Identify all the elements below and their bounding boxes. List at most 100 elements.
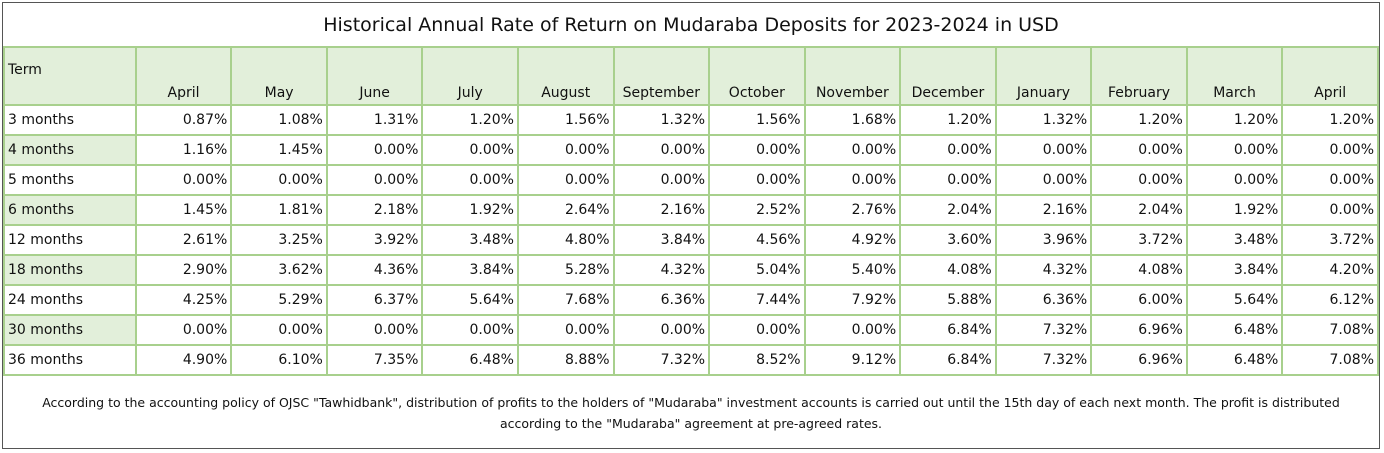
rate-cell: 1.08% <box>230 104 328 136</box>
table-row: 3 months 0.87% 1.08% 1.31% 1.20% 1.56% 1.32% 1.… <box>3 104 1379 136</box>
rate-cell: 0.00% <box>899 134 997 166</box>
rate-cell: 6.96% <box>1090 314 1188 346</box>
rate-cell: 0.00% <box>516 164 615 196</box>
rate-cell: 3.72% <box>1090 224 1188 256</box>
term-cell: 24 months <box>3 284 137 316</box>
rate-cell: 2.16% <box>612 194 711 226</box>
term-header: Term <box>3 46 137 106</box>
rate-cell: 4.56% <box>708 224 806 256</box>
rate-cell: 6.36% <box>612 284 711 316</box>
rate-cell: 1.32% <box>994 104 1093 136</box>
rate-cell: 2.61% <box>134 224 233 256</box>
rates-table: Term April May June July August Septembe… <box>3 46 1379 376</box>
rate-cell: 4.08% <box>899 254 997 286</box>
rate-cell: 0.00% <box>421 314 519 346</box>
rate-cell: 0.00% <box>1185 164 1284 196</box>
rate-cell: 0.00% <box>516 314 615 346</box>
rate-cell: 0.00% <box>325 164 424 196</box>
rate-cell: 2.52% <box>708 194 806 226</box>
rate-cell: 3.92% <box>325 224 424 256</box>
rate-cell: 0.00% <box>1090 134 1188 166</box>
rate-cell: 5.64% <box>421 284 519 316</box>
rate-cell: 0.00% <box>421 134 519 166</box>
rate-cell: 4.25% <box>134 284 233 316</box>
rate-cell: 7.44% <box>708 284 806 316</box>
rate-cell: 0.00% <box>325 134 424 166</box>
term-cell: 5 months <box>3 164 137 196</box>
page-title: Historical Annual Rate of Return on Muda… <box>3 3 1379 47</box>
rate-cell: 9.12% <box>803 344 902 376</box>
rate-cell: 6.84% <box>899 314 997 346</box>
rate-cell: 0.00% <box>230 314 328 346</box>
month-header: April <box>134 46 233 106</box>
rate-cell: 3.25% <box>230 224 328 256</box>
rate-cell: 0.00% <box>1090 164 1188 196</box>
rate-cell: 1.20% <box>899 104 997 136</box>
rate-cell: 2.76% <box>803 194 902 226</box>
term-cell: 4 months <box>3 134 137 166</box>
rate-cell: 0.00% <box>803 134 902 166</box>
rate-cell: 1.32% <box>612 104 711 136</box>
rate-cell: 7.08% <box>1281 314 1379 346</box>
rate-cell: 2.16% <box>994 194 1093 226</box>
rate-cell: 2.04% <box>1090 194 1188 226</box>
rate-cell: 4.92% <box>803 224 902 256</box>
rate-cell: 2.18% <box>325 194 424 226</box>
rate-cell: 4.36% <box>325 254 424 286</box>
table-row: 30 months 0.00% 0.00% 0.00% 0.00% 0.00% 0.00% 0… <box>3 314 1379 346</box>
rate-cell: 7.32% <box>612 344 711 376</box>
rate-cell: 5.40% <box>803 254 902 286</box>
rate-cell: 3.84% <box>612 224 711 256</box>
rate-cell: 0.00% <box>134 164 233 196</box>
rate-cell: 7.35% <box>325 344 424 376</box>
rate-cell: 5.29% <box>230 284 328 316</box>
month-header: June <box>325 46 424 106</box>
rate-cell: 0.00% <box>708 164 806 196</box>
rate-cell: 8.88% <box>516 344 615 376</box>
rate-cell: 3.96% <box>994 224 1093 256</box>
rate-cell: 5.28% <box>516 254 615 286</box>
rate-cell: 0.00% <box>612 134 711 166</box>
term-cell: 3 months <box>3 104 137 136</box>
month-header: August <box>516 46 615 106</box>
month-header: April <box>1281 46 1379 106</box>
rate-cell: 8.52% <box>708 344 806 376</box>
profit-distribution-note: According to the accounting policy of OJ… <box>42 395 1340 431</box>
month-header: February <box>1090 46 1188 106</box>
table-row: 36 months 4.90% 6.10% 7.35% 6.48% 8.88% 7.32% 8… <box>3 344 1379 376</box>
rate-cell: 3.72% <box>1281 224 1379 256</box>
month-header: May <box>230 46 328 106</box>
rate-cell: 0.00% <box>325 314 424 346</box>
rate-cell: 0.00% <box>1281 194 1379 226</box>
month-header: March <box>1185 46 1284 106</box>
table-row: 6 months 1.45% 1.81% 2.18% 1.92% 2.64% 2.16% 2.… <box>3 194 1379 226</box>
rate-cell: 0.00% <box>803 164 902 196</box>
rate-cell: 6.12% <box>1281 284 1379 316</box>
rate-cell: 3.62% <box>230 254 328 286</box>
rate-cell: 1.56% <box>516 104 615 136</box>
rate-cell: 6.48% <box>1185 314 1284 346</box>
rate-cell: 2.04% <box>899 194 997 226</box>
term-cell: 6 months <box>3 194 137 226</box>
rate-cell: 4.90% <box>134 344 233 376</box>
rate-cell: 1.20% <box>421 104 519 136</box>
header-row: Term April May June July August Septembe… <box>3 46 1379 106</box>
rate-cell: 1.92% <box>421 194 519 226</box>
rate-cell: 6.48% <box>1185 344 1284 376</box>
rate-cell: 1.45% <box>230 134 328 166</box>
month-header: October <box>708 46 806 106</box>
rate-cell: 1.31% <box>325 104 424 136</box>
rate-cell: 7.32% <box>994 344 1093 376</box>
rate-cell: 4.08% <box>1090 254 1188 286</box>
rate-cell: 1.20% <box>1281 104 1379 136</box>
rate-cell: 1.20% <box>1185 104 1284 136</box>
rate-cell: 3.84% <box>421 254 519 286</box>
rate-cell: 3.60% <box>899 224 997 256</box>
term-cell: 30 months <box>3 314 137 346</box>
rate-cell: 2.90% <box>134 254 233 286</box>
table-row: 24 months 4.25% 5.29% 6.37% 5.64% 7.68% 6.36% 7… <box>3 284 1379 316</box>
rate-cell: 2.64% <box>516 194 615 226</box>
table-row: 5 months 0.00% 0.00% 0.00% 0.00% 0.00% 0.00% 0.… <box>3 164 1379 196</box>
rate-cell: 1.68% <box>803 104 902 136</box>
month-header: January <box>994 46 1093 106</box>
